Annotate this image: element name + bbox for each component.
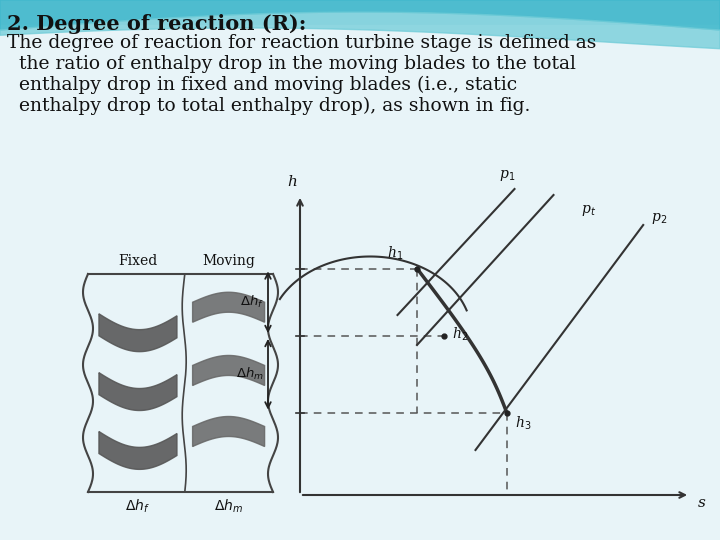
- Text: p$_1$: p$_1$: [498, 168, 515, 183]
- Text: h$_2$: h$_2$: [452, 325, 469, 343]
- Polygon shape: [193, 355, 265, 386]
- Text: $\Delta h_f$: $\Delta h_f$: [125, 498, 150, 515]
- Polygon shape: [99, 314, 177, 352]
- Text: 2. Degree of reaction (R):: 2. Degree of reaction (R):: [7, 14, 307, 34]
- Text: enthalpy drop in fixed and moving blades (i.e., static: enthalpy drop in fixed and moving blades…: [7, 76, 517, 94]
- Text: Moving: Moving: [202, 254, 255, 268]
- Text: Fixed: Fixed: [118, 254, 158, 268]
- Polygon shape: [99, 373, 177, 410]
- Text: The degree of reaction for reaction turbine stage is defined as: The degree of reaction for reaction turb…: [7, 34, 596, 52]
- Text: the ratio of enthalpy drop in the moving blades to the total: the ratio of enthalpy drop in the moving…: [7, 55, 576, 73]
- Text: $\Delta h_m$: $\Delta h_m$: [214, 498, 243, 515]
- Text: h: h: [287, 175, 297, 189]
- Text: enthalpy drop to total enthalpy drop), as shown in fig.: enthalpy drop to total enthalpy drop), a…: [7, 97, 531, 115]
- Text: p$_t$: p$_t$: [581, 202, 596, 218]
- Text: s: s: [698, 496, 706, 510]
- Text: h$_3$: h$_3$: [515, 415, 531, 432]
- Polygon shape: [193, 416, 265, 447]
- Text: $\Delta h_f$: $\Delta h_f$: [240, 294, 264, 310]
- Polygon shape: [99, 431, 177, 469]
- Text: p$_2$: p$_2$: [651, 212, 667, 226]
- Polygon shape: [193, 292, 265, 322]
- Text: h$_1$: h$_1$: [387, 245, 403, 262]
- Text: $\Delta h_m$: $\Delta h_m$: [236, 366, 264, 382]
